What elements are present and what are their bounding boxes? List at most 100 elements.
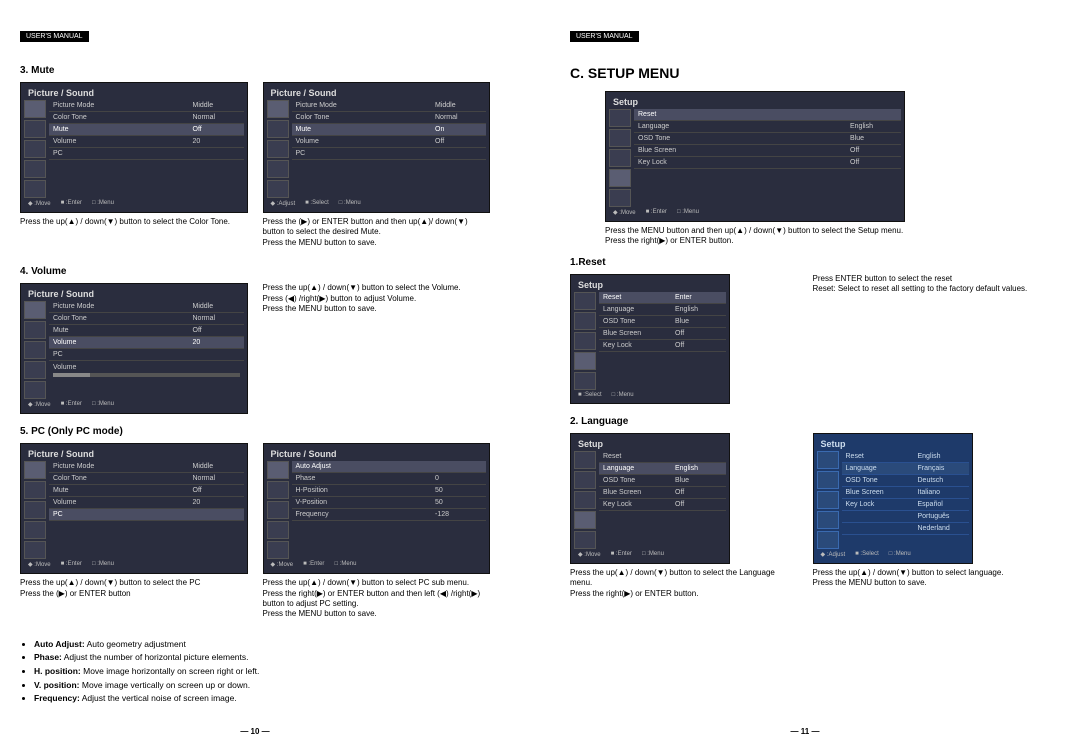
- pc-caption-2: Press the up(▲) / down(▼) button to sele…: [263, 578, 491, 620]
- osd-row: Português: [842, 511, 969, 523]
- bullet-item: V. position: Move image vertically on sc…: [34, 679, 490, 693]
- mute-caption-1: Press the up(▲) / down(▼) button to sele…: [20, 217, 248, 227]
- language-caption-1: Press the up(▲) / down(▼) button to sele…: [570, 568, 798, 599]
- setup-main-caption: Press the MENU button and then up(▲) / d…: [605, 226, 905, 247]
- osd-row: MuteOff: [49, 124, 244, 136]
- section-reset-title: 1.Reset: [570, 257, 1040, 268]
- osd-row: Volume20: [49, 337, 244, 349]
- osd-row: Volume20: [49, 136, 244, 148]
- page-number-right: — 11 —: [791, 727, 820, 736]
- volume-screenshot: Picture / Sound Picture ModeMiddleColor …: [20, 283, 248, 414]
- osd-sidebar-icon: [817, 531, 839, 549]
- osd-sidebar-icon: [609, 169, 631, 187]
- osd-row: OSD ToneBlue: [599, 475, 726, 487]
- osd-sidebar-icon: [574, 312, 596, 330]
- osd-row: Blue ScreenItaliano: [842, 487, 969, 499]
- osd-row: LanguageEnglish: [599, 304, 726, 316]
- osd-row: Color ToneNormal: [292, 112, 487, 124]
- osd-sidebar-icon: [24, 301, 46, 319]
- osd-sidebar-icon: [574, 352, 596, 370]
- reset-caption: Press ENTER button to select the reset R…: [813, 274, 1041, 295]
- header-label-r: USER'S MANUAL: [570, 31, 639, 42]
- osd-sidebar-icon: [574, 332, 596, 350]
- osd-row: LanguageEnglish: [599, 463, 726, 475]
- osd-title: Picture / Sound: [24, 86, 244, 100]
- osd-row: Color ToneNormal: [49, 473, 244, 485]
- osd-sidebar-icon: [267, 461, 289, 479]
- osd-sidebar-icon: [574, 292, 596, 310]
- osd-sidebar-icon: [574, 372, 596, 390]
- bullet-item: Auto Adjust: Auto geometry adjustment: [34, 638, 490, 652]
- osd-footer: ◆ :Move■ :Enter□ :Menu: [24, 198, 244, 209]
- osd-row: Blue ScreenOff: [599, 487, 726, 499]
- osd-row: Key LockOff: [634, 157, 901, 169]
- osd-footer: ◆ :Adjust■ :Select□ :Menu: [817, 549, 969, 560]
- osd-row: PC: [292, 148, 487, 160]
- osd-sidebar-icon: [267, 521, 289, 539]
- osd-title: Setup: [574, 437, 726, 451]
- osd-sidebar-icon: [24, 180, 46, 198]
- osd-sidebar-icon: [609, 129, 631, 147]
- osd-sidebar-icon: [267, 501, 289, 519]
- osd-footer: ◆ :Move■ :Enter□ :Menu: [574, 549, 726, 560]
- osd-sidebar-icon: [817, 511, 839, 529]
- osd-sidebar-icon: [24, 120, 46, 138]
- osd-sidebar-icon: [24, 160, 46, 178]
- osd-sidebar-icon: [24, 461, 46, 479]
- osd-row: Phase0: [292, 473, 487, 485]
- osd-sidebar-icon: [609, 189, 631, 207]
- osd-sidebar-icon: [267, 180, 289, 198]
- osd-sidebar-icon: [24, 521, 46, 539]
- osd-sidebar-icon: [817, 471, 839, 489]
- osd-footer: ◆ :Adjust■ :Select□ :Menu: [267, 198, 487, 209]
- osd-sidebar-icon: [574, 511, 596, 529]
- mute-screenshot-1: Picture / Sound Picture ModeMiddleColor …: [20, 82, 248, 213]
- osd-row: Reset: [599, 451, 726, 463]
- section-pc-title: 5. PC (Only PC mode): [20, 426, 490, 437]
- osd-row: Picture ModeMiddle: [49, 301, 244, 313]
- osd-sidebar-icon: [817, 451, 839, 469]
- osd-row: H-Position50: [292, 485, 487, 497]
- osd-row: OSD ToneBlue: [599, 316, 726, 328]
- setup-main-screenshot: Setup ResetLanguageEnglishOSD ToneBlueBl…: [605, 91, 905, 222]
- osd-footer: ◆ :Move■ :Enter□ :Menu: [24, 559, 244, 570]
- osd-sidebar-icon: [267, 100, 289, 118]
- reset-screenshot: Setup ResetEnterLanguageEnglishOSD ToneB…: [570, 274, 730, 404]
- osd-sidebar-icon: [24, 100, 46, 118]
- pc-screenshot-1: Picture / Sound Picture ModeMiddleColor …: [20, 443, 248, 574]
- osd-row: OSD ToneDeutsch: [842, 475, 969, 487]
- osd-row: VolumeOff: [292, 136, 487, 148]
- section-language-title: 2. Language: [570, 416, 1040, 427]
- osd-sidebar-icon: [574, 531, 596, 549]
- osd-sidebar-icon: [24, 541, 46, 559]
- osd-sidebar-icon: [267, 481, 289, 499]
- osd-row: Key LockEspañol: [842, 499, 969, 511]
- osd-row: Color ToneNormal: [49, 313, 244, 325]
- osd-sidebar-icon: [574, 451, 596, 469]
- language-screenshot-2: Setup ResetEnglishLanguageFrançaisOSD To…: [813, 433, 973, 564]
- mute-caption-2: Press the (▶) or ENTER button and then u…: [263, 217, 491, 248]
- page-number-left: — 10 —: [240, 727, 269, 736]
- osd-sidebar-icon: [609, 149, 631, 167]
- osd-row: PC: [49, 509, 244, 521]
- osd-row: V-Position50: [292, 497, 487, 509]
- osd-row: Picture ModeMiddle: [49, 461, 244, 473]
- osd-sidebar-icon: [267, 120, 289, 138]
- osd-row: MuteOn: [292, 124, 487, 136]
- osd-sidebar-icon: [267, 160, 289, 178]
- osd-sidebar-icon: [24, 501, 46, 519]
- osd-title: Picture / Sound: [267, 86, 487, 100]
- osd-row: ResetEnglish: [842, 451, 969, 463]
- osd-row: MuteOff: [49, 485, 244, 497]
- osd-row: Auto Adjust: [292, 461, 487, 473]
- osd-row: MuteOff: [49, 325, 244, 337]
- osd-row: LanguageEnglish: [634, 121, 901, 133]
- osd-footer: ◆ :Move■ :Enter□ :Menu: [24, 399, 244, 410]
- osd-sidebar-icon: [24, 381, 46, 399]
- page-right: USER'S MANUAL C. SETUP MENU Setup ResetL…: [570, 30, 1040, 706]
- osd-title: Picture / Sound: [267, 447, 487, 461]
- volume-caption: Press the up(▲) / down(▼) button to sele…: [263, 283, 491, 314]
- osd-row: Color ToneNormal: [49, 112, 244, 124]
- section-volume-title: 4. Volume: [20, 266, 490, 277]
- osd-title: Setup: [817, 437, 969, 451]
